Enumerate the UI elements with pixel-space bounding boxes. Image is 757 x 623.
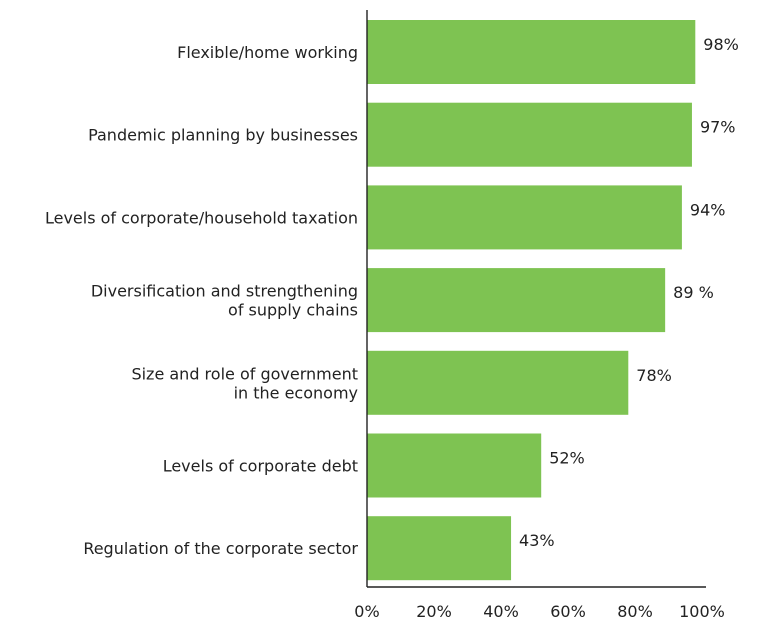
x-tick-label-2: 40% xyxy=(483,602,519,621)
category-label-0: Flexible/home working xyxy=(177,43,358,62)
value-label-4: 78% xyxy=(636,366,672,385)
value-label-3: 89 % xyxy=(673,283,714,302)
x-tick-label-3: 60% xyxy=(550,602,586,621)
category-label-line: Diversification and strengthening xyxy=(91,282,358,301)
category-label-3: Diversification and strengthening of supp… xyxy=(91,282,358,320)
category-label-line: Pandemic planning by businesses xyxy=(88,126,358,145)
value-label-6: 43% xyxy=(519,531,555,550)
bar-4 xyxy=(367,350,629,415)
bar-2 xyxy=(367,185,682,250)
bars-group xyxy=(367,20,696,581)
value-label-0: 98% xyxy=(703,35,739,54)
value-label-2: 94% xyxy=(690,200,726,219)
value-label-5: 52% xyxy=(549,449,585,468)
bar-1 xyxy=(367,102,692,167)
category-label-1: Pandemic planning by businesses xyxy=(88,126,358,145)
category-label-6: Regulation of the corporate sector xyxy=(83,539,358,558)
x-tick-label-1: 20% xyxy=(416,602,452,621)
bar-3 xyxy=(367,268,666,333)
category-label-5: Levels of corporate debt xyxy=(163,457,358,476)
x-tick-label-4: 80% xyxy=(617,602,653,621)
x-tick-label-5: 100% xyxy=(679,602,725,621)
category-labels-group: Flexible/home working Pandemic planning b… xyxy=(45,43,358,558)
axes-group xyxy=(366,10,706,588)
category-label-line: Size and role of government xyxy=(131,364,358,383)
category-label-line: Flexible/home working xyxy=(177,43,358,62)
category-label-2: Levels of corporate/household taxation xyxy=(45,208,358,227)
bar-6 xyxy=(367,516,512,581)
x-tick-label-0: 0% xyxy=(354,602,379,621)
category-label-line: in the economy xyxy=(234,383,358,402)
category-label-line: Levels of corporate/household taxation xyxy=(45,208,358,227)
bar-5 xyxy=(367,433,542,498)
value-labels-group: 98% 97% 94% 89 % 78% 52% 43% xyxy=(519,35,739,550)
category-label-line: Levels of corporate debt xyxy=(163,457,358,476)
category-label-4: Size and role of government in the econom… xyxy=(131,364,358,402)
x-tick-labels-group: 0% 20% 40% 60% 80% 100% xyxy=(354,602,725,621)
category-label-line: Regulation of the corporate sector xyxy=(83,539,358,558)
category-label-line: of supply chains xyxy=(228,301,358,320)
bar-0 xyxy=(367,20,696,84)
value-label-1: 97% xyxy=(700,118,736,137)
